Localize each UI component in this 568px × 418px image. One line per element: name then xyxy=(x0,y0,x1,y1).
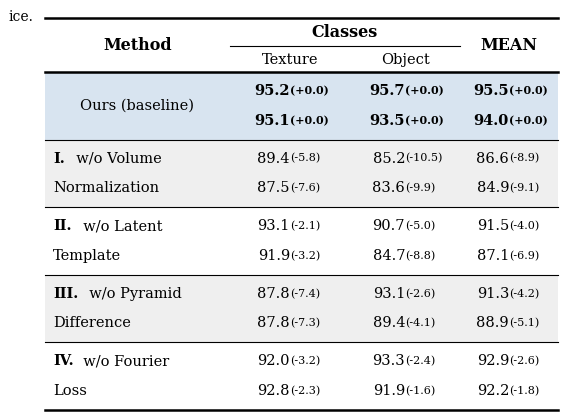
Text: (-9.9): (-9.9) xyxy=(405,183,435,194)
Text: (+0.0): (+0.0) xyxy=(509,115,548,126)
Text: 95.1: 95.1 xyxy=(254,114,290,127)
Text: 89.4: 89.4 xyxy=(257,152,290,166)
Text: IV.: IV. xyxy=(53,354,74,368)
Text: Difference: Difference xyxy=(53,316,131,331)
Text: (-7.6): (-7.6) xyxy=(290,183,320,194)
Text: ice.: ice. xyxy=(8,10,33,24)
Text: 93.1: 93.1 xyxy=(258,219,290,233)
Text: MEAN: MEAN xyxy=(481,36,537,54)
Bar xyxy=(45,342,558,410)
Text: 92.8: 92.8 xyxy=(257,384,290,398)
Text: 92.0: 92.0 xyxy=(257,354,290,368)
Text: 91.9: 91.9 xyxy=(258,249,290,263)
Text: (-8.9): (-8.9) xyxy=(509,153,539,164)
Text: Classes: Classes xyxy=(312,24,378,41)
Bar xyxy=(45,72,558,140)
Text: 88.9: 88.9 xyxy=(477,316,509,331)
Text: 84.7: 84.7 xyxy=(373,249,405,263)
Text: (-1.8): (-1.8) xyxy=(509,386,539,396)
Text: 90.7: 90.7 xyxy=(373,219,405,233)
Text: 93.3: 93.3 xyxy=(373,354,405,368)
Text: 95.2: 95.2 xyxy=(254,84,290,98)
Text: (-9.1): (-9.1) xyxy=(509,183,539,194)
Text: (+0.0): (+0.0) xyxy=(405,115,444,126)
Text: 95.7: 95.7 xyxy=(370,84,405,98)
Text: w/o Fourier: w/o Fourier xyxy=(74,354,169,368)
Text: (-3.2): (-3.2) xyxy=(290,251,320,261)
Text: w/o Volume: w/o Volume xyxy=(68,152,162,166)
Text: 86.6: 86.6 xyxy=(476,152,509,166)
Text: (-8.8): (-8.8) xyxy=(405,251,435,261)
Text: II.: II. xyxy=(53,219,72,233)
Text: (-2.6): (-2.6) xyxy=(405,288,435,299)
Text: Template: Template xyxy=(53,249,121,263)
Text: 91.3: 91.3 xyxy=(477,287,509,301)
Text: (-4.0): (-4.0) xyxy=(509,221,539,231)
Text: (+0.0): (+0.0) xyxy=(509,85,548,97)
Text: (-4.2): (-4.2) xyxy=(509,288,539,299)
Text: Method: Method xyxy=(103,36,172,54)
Text: Texture: Texture xyxy=(262,53,318,66)
Text: w/o Latent: w/o Latent xyxy=(74,219,162,233)
Text: Object: Object xyxy=(381,53,429,66)
Text: (+0.0): (+0.0) xyxy=(290,115,329,126)
Text: (-10.5): (-10.5) xyxy=(405,153,442,164)
Text: 93.1: 93.1 xyxy=(373,287,405,301)
Text: 85.2: 85.2 xyxy=(373,152,405,166)
Text: (+0.0): (+0.0) xyxy=(290,85,329,97)
Text: (-3.2): (-3.2) xyxy=(290,356,320,367)
Text: 92.2: 92.2 xyxy=(477,384,509,398)
Text: 93.5: 93.5 xyxy=(370,114,405,127)
Text: 95.5: 95.5 xyxy=(473,84,509,98)
Text: (-5.1): (-5.1) xyxy=(509,319,539,329)
Text: (-4.1): (-4.1) xyxy=(405,319,435,329)
Text: (-7.3): (-7.3) xyxy=(290,319,320,329)
Text: (-1.6): (-1.6) xyxy=(405,386,435,396)
Text: w/o Pyramid: w/o Pyramid xyxy=(80,287,182,301)
Text: Ours (baseline): Ours (baseline) xyxy=(81,99,194,113)
Bar xyxy=(45,207,558,275)
Text: III.: III. xyxy=(53,287,78,301)
Text: 89.4: 89.4 xyxy=(373,316,405,331)
Text: (-5.8): (-5.8) xyxy=(290,153,320,164)
Text: (-2.6): (-2.6) xyxy=(509,356,539,367)
Text: I.: I. xyxy=(53,152,65,166)
Text: 92.9: 92.9 xyxy=(477,354,509,368)
Text: (-2.3): (-2.3) xyxy=(290,386,320,396)
Text: 87.1: 87.1 xyxy=(477,249,509,263)
Text: (-2.4): (-2.4) xyxy=(405,356,435,367)
Text: (-2.1): (-2.1) xyxy=(290,221,320,231)
Bar xyxy=(45,275,558,342)
Text: 94.0: 94.0 xyxy=(474,114,509,127)
Text: 91.9: 91.9 xyxy=(373,384,405,398)
Text: Loss: Loss xyxy=(53,384,87,398)
Text: Normalization: Normalization xyxy=(53,181,159,195)
Bar xyxy=(45,140,558,207)
Text: 87.5: 87.5 xyxy=(257,181,290,195)
Text: (+0.0): (+0.0) xyxy=(405,85,444,97)
Text: 87.8: 87.8 xyxy=(257,316,290,331)
Text: (-7.4): (-7.4) xyxy=(290,288,320,299)
Text: 87.8: 87.8 xyxy=(257,287,290,301)
Text: (-5.0): (-5.0) xyxy=(405,221,435,231)
Text: 83.6: 83.6 xyxy=(372,181,405,195)
Text: 91.5: 91.5 xyxy=(477,219,509,233)
Text: (-6.9): (-6.9) xyxy=(509,251,539,261)
Text: 84.9: 84.9 xyxy=(477,181,509,195)
